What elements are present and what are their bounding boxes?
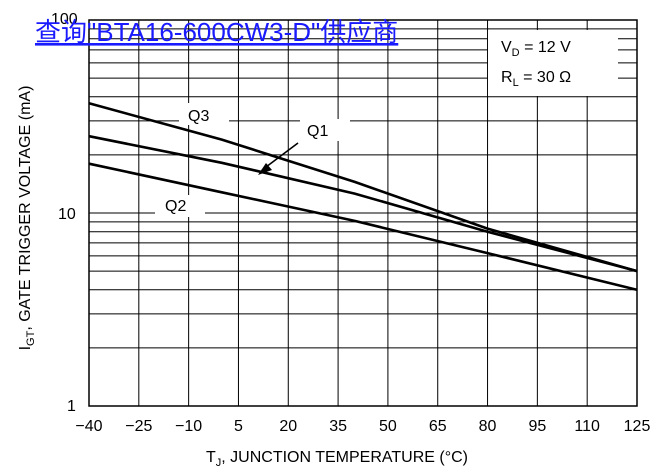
x-axis-label: TJ, JUNCTION TEMPERATURE (°C) (206, 449, 468, 469)
series-label-q3: Q3 (188, 108, 209, 125)
x-tick-label: 110 (574, 418, 600, 435)
x-tick-label: 50 (379, 418, 397, 435)
y-axis-label: IGT, GATE TRIGGER VOLTAGE (mA) (17, 86, 37, 351)
x-tick-label: 20 (279, 418, 297, 435)
series-line-q2 (88, 162, 638, 292)
q3-label-bg (179, 103, 229, 125)
vd-condition: VD = 12 V (501, 39, 571, 59)
x-tick-label: 80 (479, 418, 497, 435)
q2-label-bg (155, 195, 205, 217)
series-line-q1 (88, 134, 638, 273)
conditions-box (488, 30, 618, 96)
x-tick-labels: −40 −25 −10 5 20 35 50 65 80 95 110 125 (75, 418, 650, 435)
y-tick-1: 1 (67, 398, 76, 415)
series-line-q3 (88, 102, 638, 273)
x-tick-label: 5 (234, 418, 243, 435)
plot-frame (88, 19, 638, 407)
curves (88, 102, 638, 292)
x-tick-label: −40 (75, 418, 102, 435)
q1-label-bg (300, 119, 350, 141)
x-tick-label: 35 (329, 418, 347, 435)
x-tick-label: 95 (528, 418, 546, 435)
y-tick-100: 100 (51, 11, 78, 28)
x-tick-label: 125 (624, 418, 651, 435)
rl-condition: RL = 30 Ω (501, 69, 571, 89)
x-tick-label: −25 (125, 418, 152, 435)
series-label-q2: Q2 (165, 198, 186, 215)
supplier-link[interactable]: 查询"BTA16-600CW3-D"供应商 (35, 17, 398, 47)
x-tick-label: −10 (175, 418, 202, 435)
x-tick-label: 65 (429, 418, 447, 435)
series-label-q1: Q1 (307, 123, 328, 140)
q1-arrowhead (258, 163, 272, 175)
y-tick-10: 10 (58, 206, 76, 223)
